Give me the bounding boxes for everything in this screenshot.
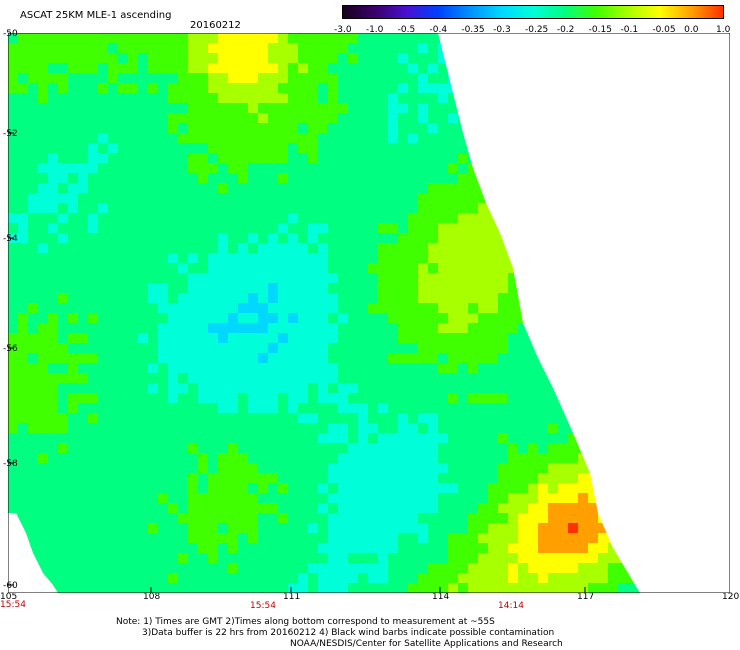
x-tick-label: 111: [283, 592, 301, 602]
footnote-line-3: NOAA/NESDIS/Center for Satellite Applica…: [290, 639, 563, 649]
colorbar-tick-label: -1.0: [365, 25, 384, 35]
colorbar-tick-label: 0.0: [684, 25, 699, 35]
y-tick-label: -52: [3, 129, 18, 139]
colorbar-tick-label: -3.0: [334, 25, 352, 35]
y-tick-label: -60: [3, 581, 18, 591]
colorbar-tick-label: -0.5: [397, 25, 416, 35]
colorbar: [342, 5, 724, 19]
time-label: 15:54: [250, 601, 276, 611]
y-tick-label: -50: [3, 29, 18, 39]
footnote-line-2: 3)Data buffer is 22 hrs from 20160212 4)…: [142, 628, 555, 638]
y-tick-label: -58: [3, 459, 18, 469]
y-tick-label: -56: [3, 344, 18, 354]
x-tick-label: 105: [0, 592, 18, 602]
colorbar-tick-label: -0.2: [556, 25, 575, 35]
x-tick-label: 114: [432, 592, 450, 602]
colorbar-tick-label: 1.0: [716, 25, 731, 35]
colorbar-tick-label: -0.3: [493, 25, 511, 35]
colorbar-tick-label: -0.4: [429, 25, 448, 35]
y-tick-label: -54: [3, 234, 18, 244]
x-tick-label: 108: [143, 592, 161, 602]
date-label: 20160212: [190, 20, 241, 31]
title: ASCAT 25KM MLE-1 ascending: [20, 10, 172, 21]
time-label: 15:54: [0, 600, 26, 610]
map-plot: [8, 33, 730, 593]
colorbar-tick-label: -0.05: [652, 25, 676, 35]
x-tick-label: 117: [577, 592, 595, 602]
time-label: 14:14: [498, 601, 524, 611]
x-tick-label: 120: [722, 592, 740, 602]
colorbar-tick-label: -0.25: [525, 25, 549, 35]
colorbar-tick-label: -0.1: [620, 25, 639, 35]
footnote-line-1: Note: 1) Times are GMT 2)Times along bot…: [116, 617, 495, 627]
swath-edge-mask: [438, 33, 730, 593]
swath-edge-mask-left: [8, 513, 58, 593]
colorbar-tick-label: -0.35: [461, 25, 485, 35]
colorbar-tick-label: -0.15: [588, 25, 612, 35]
